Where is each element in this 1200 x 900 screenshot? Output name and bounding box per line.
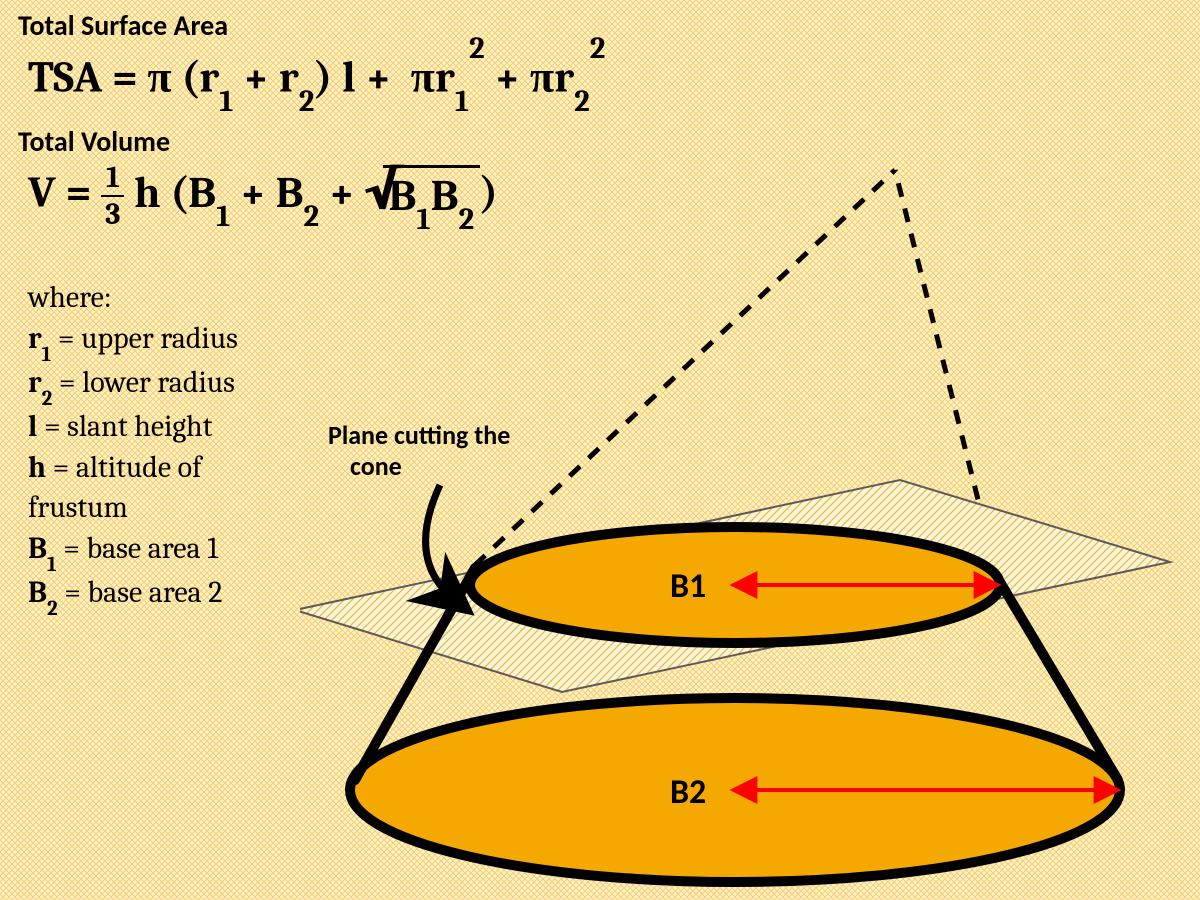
where-label: where:	[28, 278, 238, 319]
b1-label: B1	[670, 566, 706, 607]
tsa-formula: TSA = π (r1 + r2) l + πr12 + πr22	[28, 48, 605, 109]
where-line: l = slant height	[28, 407, 238, 448]
where-line: B2 = base area 2	[28, 573, 238, 617]
tsa-heading: Total Surface Area	[18, 8, 228, 43]
plane-cutting-label: Plane cutting the cone	[328, 420, 510, 482]
where-line: r2 = lower radius	[28, 363, 238, 407]
where-line: h = altitude of	[28, 448, 238, 489]
frustum-svg	[300, 140, 1200, 900]
volume-prefix: V =	[28, 167, 101, 218]
b2-label: B2	[670, 772, 706, 813]
volume-fraction: 13	[101, 160, 124, 232]
where-line: r1 = upper radius	[28, 319, 238, 363]
volume-heading: Total Volume	[18, 124, 170, 159]
where-line: B1 = base area 1	[28, 529, 238, 573]
where-block: where: r1 = upper radius r2 = lower radi…	[28, 278, 238, 617]
where-line: frustum	[28, 488, 238, 529]
frustum-diagram: Plane cutting the cone B1 B2	[300, 140, 1200, 900]
